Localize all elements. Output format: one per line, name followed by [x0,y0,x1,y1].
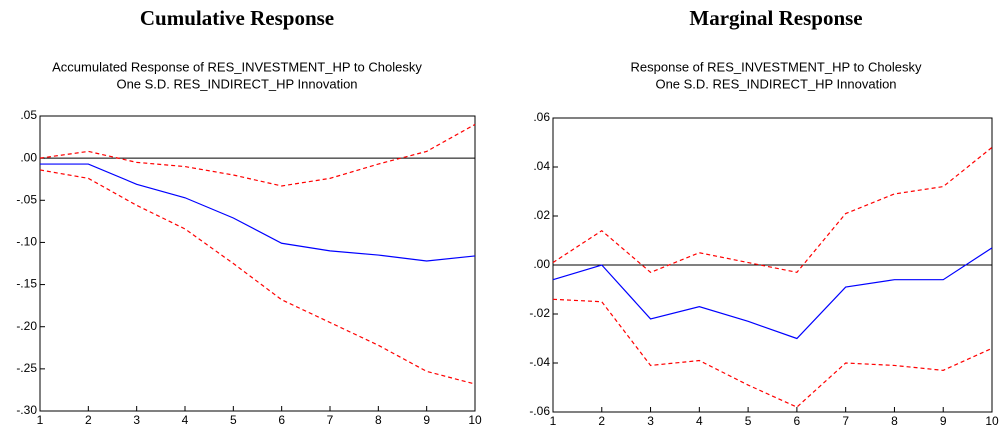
series-line [39,123,476,187]
plot-frame [39,115,476,412]
series-line [39,169,476,385]
x-tick-label: 6 [794,414,801,428]
x-tick-label: 9 [423,413,430,427]
chart-heading: Marginal Response [689,6,862,30]
x-tick-label: 2 [85,413,92,427]
y-tick-label: -.10 [16,235,37,249]
x-tick-label: 3 [647,414,654,428]
x-tick-label: 4 [182,413,189,427]
x-tick-label: 10 [468,413,482,427]
x-tick-label: 5 [745,414,752,428]
x-tick-label: 10 [985,414,999,428]
x-tick-label: 2 [598,414,605,428]
chart-title: Response of RES_INVESTMENT_HP to Cholesk… [631,59,922,74]
x-tick-label: 7 [327,413,334,427]
x-tick-label: 9 [940,414,947,428]
y-tick-label: -.20 [16,319,37,333]
x-tick-label: 7 [842,414,849,428]
y-tick-label: -.15 [16,277,37,291]
y-tick-label: -.05 [16,192,37,206]
y-tick-label: -.06 [529,404,550,418]
y-tick-label: .00 [533,257,550,271]
y-tick-label: .04 [533,159,550,173]
x-tick-label: 1 [37,413,44,427]
series-line [552,298,993,408]
series-line [40,163,476,262]
y-tick-label: .06 [533,110,550,124]
chart-title: Accumulated Response of RES_INVESTMENT_H… [52,59,422,74]
y-tick-label: .02 [533,208,550,222]
series-line [552,146,993,274]
x-tick-label: 8 [375,413,382,427]
chart-heading: Cumulative Response [140,6,334,30]
x-tick-label: 8 [891,414,898,428]
x-tick-label: 6 [278,413,285,427]
y-tick-label: -.04 [529,355,550,369]
x-tick-label: 4 [696,414,703,428]
y-tick-label: .05 [20,108,37,122]
chart-title: One S.D. RES_INDIRECT_HP Innovation [655,76,896,91]
x-tick-label: 3 [133,413,140,427]
y-tick-label: -.02 [529,306,550,320]
chart-title: One S.D. RES_INDIRECT_HP Innovation [116,76,357,91]
y-tick-label: -.30 [16,403,37,417]
y-tick-label: -.25 [16,361,37,375]
x-tick-label: 5 [230,413,237,427]
y-tick-label: .00 [20,150,37,164]
x-tick-label: 1 [550,414,557,428]
series-line [552,247,993,340]
